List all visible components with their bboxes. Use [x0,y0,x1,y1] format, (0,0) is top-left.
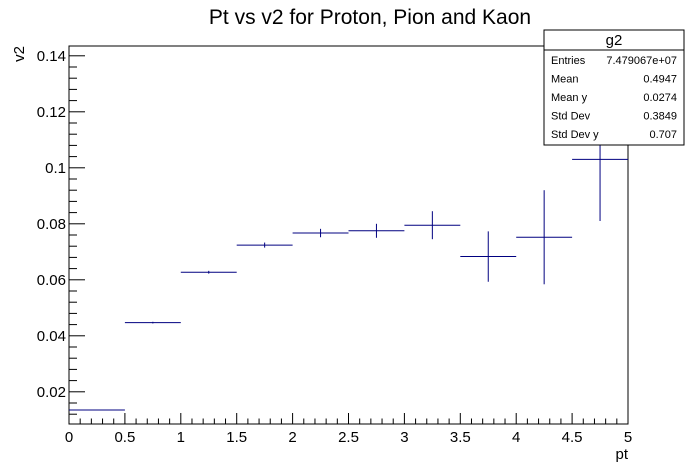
x-tick-label: 1.5 [226,429,247,446]
y-axis-label: v2 [11,46,28,62]
x-tick-label: 4 [512,429,520,446]
stats-box: g2 Entries 7.479067e+07 Mean 0.4947 Mean y 0.… [543,29,685,146]
stats-box-frame [543,29,685,146]
data-point [404,211,461,240]
stats-row-value: 0.0274 [643,92,677,104]
y-tick-label: 0.06 [37,272,66,289]
data-point [460,231,517,282]
stats-row-value: 0.707 [649,129,677,141]
stats-row-label: Std Dev [551,111,591,123]
x-tick-label: 0.5 [114,429,135,446]
stats-row-value: 7.479067e+07 [606,55,677,67]
data-point [516,190,573,285]
stats-row-label: Std Dev y [551,129,599,141]
y-tick-label: 0.1 [45,160,66,177]
data-point [124,321,181,324]
y-tick-label: 0.08 [37,216,66,233]
stats-row-label: Mean [551,74,579,86]
x-tick-label: 1 [177,429,185,446]
stats-row-value: 0.4947 [643,74,677,86]
stats-box-rows: Entries 7.479067e+07 Mean 0.4947 Mean y 0.027… [551,55,677,141]
y-tick-label: 0.14 [37,48,66,65]
x-tick-label: 0 [65,429,73,446]
y-tick-label: 0.04 [37,328,66,345]
stats-row-label: Entries [551,55,586,67]
chart-title: Pt vs v2 for Proton, Pion and Kaon [209,6,531,29]
y-tick-label: 0.12 [37,104,66,121]
stats-row-label: Mean y [551,92,588,104]
axes: 0 0.5 1 1.5 2 2.5 3 3.5 4 4.5 5 0.02 0.04 0.06 0.08 0.1… [37,48,632,446]
data-point [292,228,349,238]
data-point [348,223,405,238]
stats-row-value: 0.3849 [643,111,677,123]
x-tick-label: 2 [288,429,296,446]
x-tick-label: 3 [400,429,408,446]
data-point [236,242,293,248]
x-tick-label: 3.5 [450,429,471,446]
x-tick-label: 2.5 [338,429,359,446]
x-tick-label: 5 [624,429,632,446]
data-point [180,270,237,274]
y-tick-label: 0.02 [37,384,66,401]
x-axis-label: pt [615,446,628,463]
x-tick-label: 4.5 [562,429,583,446]
stats-box-title: g2 [606,32,623,49]
